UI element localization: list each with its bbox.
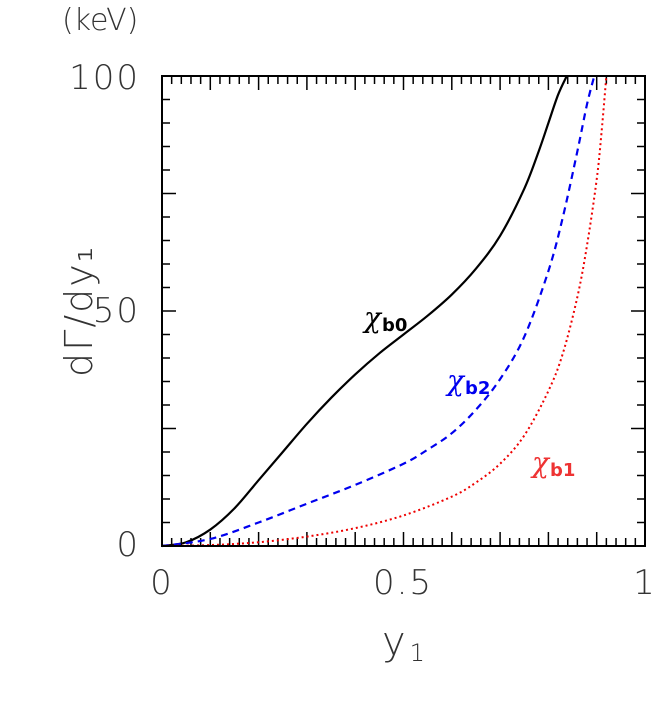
curve-label-b1: χb1	[530, 446, 575, 481]
curve-label-b1-sub: b1	[550, 460, 575, 481]
curve-label-b0-sub: b0	[382, 315, 407, 336]
plot-frame	[161, 75, 646, 547]
x-tick-label-1: 1	[633, 563, 654, 603]
x-tick-label-0-5: 0.5	[373, 563, 433, 603]
x-tick-label-0: 0	[150, 563, 174, 603]
x-axis-label-sub: 1	[410, 639, 425, 667]
curves	[161, 75, 608, 548]
curve-label-b2: χb2	[445, 364, 490, 399]
y-axis-label: dΓ/dy₁	[57, 245, 101, 377]
curve-label-b0-main: χ	[362, 301, 383, 334]
curve-label-b2-main: χ	[445, 364, 466, 397]
curve-label-b2-sub: b2	[465, 378, 490, 399]
y-tick-label-50: 50	[93, 291, 140, 331]
y-tick-label-100: 100	[69, 58, 140, 98]
curve-label-b1-main: χ	[530, 446, 551, 479]
x-axis-label-main: y	[382, 619, 406, 665]
curve-label-b0: χb0	[362, 301, 407, 336]
series-line-b0	[161, 75, 568, 548]
y-tick-label-0: 0	[116, 525, 140, 565]
y-unit-label: (keV)	[62, 3, 138, 38]
